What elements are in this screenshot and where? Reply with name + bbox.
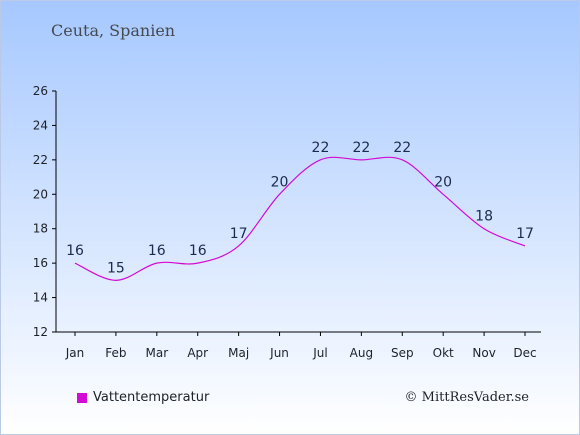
credit-text: © MittResVader.se bbox=[404, 390, 529, 405]
legend: Vattentemperatur bbox=[77, 390, 209, 405]
data-label: 20 bbox=[271, 174, 289, 190]
x-tick-label: Apr bbox=[187, 346, 208, 360]
data-label: 16 bbox=[148, 243, 166, 259]
x-tick-label: Okt bbox=[433, 346, 454, 360]
x-tick-label: Dec bbox=[513, 346, 536, 360]
x-tick-label: Aug bbox=[350, 346, 373, 360]
y-tick-label: 12 bbox=[33, 325, 48, 339]
data-label: 22 bbox=[393, 140, 411, 156]
data-label: 17 bbox=[516, 226, 534, 242]
data-label: 15 bbox=[107, 260, 125, 276]
data-label: 16 bbox=[189, 243, 207, 259]
legend-swatch bbox=[77, 392, 87, 403]
data-label: 20 bbox=[434, 174, 452, 190]
y-tick-label: 14 bbox=[33, 291, 48, 305]
data-label: 16 bbox=[66, 243, 84, 259]
series-line-vattentemperatur bbox=[74, 156, 526, 281]
y-tick-label: 26 bbox=[33, 84, 48, 98]
x-tick-label: Nov bbox=[472, 346, 495, 360]
x-tick-label: Sep bbox=[391, 346, 414, 360]
y-tick-label: 20 bbox=[33, 187, 48, 201]
legend-label: Vattentemperatur bbox=[93, 390, 210, 405]
data-label: 17 bbox=[230, 226, 248, 242]
x-tick-label: Maj bbox=[228, 346, 249, 360]
y-tick-label: 16 bbox=[33, 256, 48, 270]
x-tick-label: Jan bbox=[65, 346, 85, 360]
y-tick-label: 24 bbox=[33, 118, 48, 132]
chart-title: Ceuta, Spanien bbox=[51, 21, 176, 40]
x-tick-label: Jun bbox=[269, 346, 289, 360]
data-label: 18 bbox=[475, 209, 493, 225]
y-tick-label: 22 bbox=[33, 153, 48, 167]
data-label: 22 bbox=[312, 140, 330, 156]
x-tick-label: Mar bbox=[145, 346, 168, 360]
data-label: 22 bbox=[352, 140, 370, 156]
y-tick-label: 18 bbox=[33, 222, 48, 236]
x-tick-label: Feb bbox=[105, 346, 126, 360]
x-tick-label: Jul bbox=[312, 346, 327, 360]
